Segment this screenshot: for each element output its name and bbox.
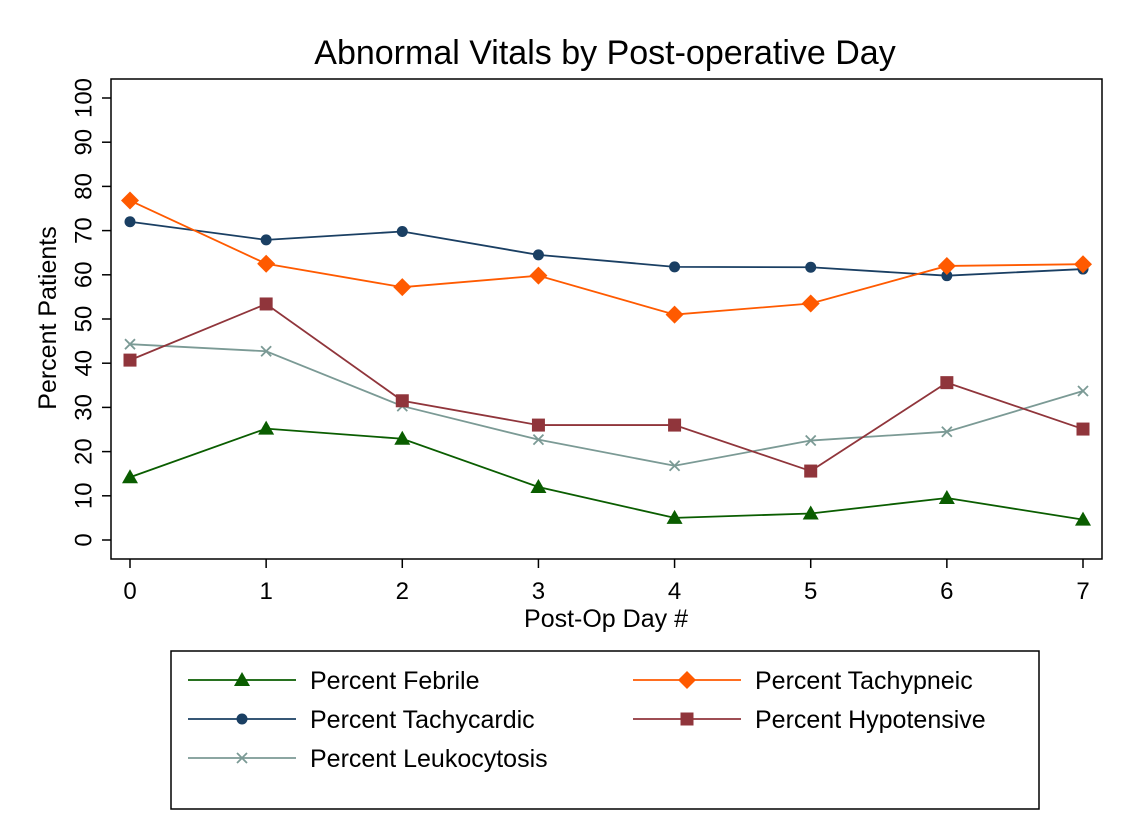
legend-item: Percent Tachypneic (633, 667, 973, 695)
legend-item: Percent Tachycardic (188, 706, 535, 734)
data-point (666, 509, 683, 524)
x-tick-label: 3 (532, 578, 545, 605)
x-tick-label: 5 (804, 578, 817, 605)
series-percent-hypotensive (123, 297, 1090, 478)
data-point (529, 266, 548, 285)
y-tick-label: 60 (71, 261, 98, 288)
y-tick-label: 30 (71, 394, 98, 421)
x-tick-label: 4 (668, 578, 681, 605)
legend-marker (236, 713, 248, 725)
y-tick-label: 0 (71, 533, 98, 546)
y-tick-label: 90 (71, 129, 98, 156)
legend-label: Percent Hypotensive (755, 706, 986, 734)
data-point (941, 270, 953, 282)
data-point (259, 297, 273, 311)
data-point (805, 434, 817, 447)
data-point (530, 478, 547, 493)
data-point (1075, 511, 1091, 526)
legend-item: Percent Hypotensive (633, 706, 986, 734)
series-line (129, 427, 1084, 521)
data-point (804, 464, 818, 478)
plot-frame (110, 78, 1103, 560)
legend-item: Percent Leukocytosis (188, 745, 548, 773)
y-tick-label: 40 (71, 350, 98, 377)
y-tick-label: 20 (71, 438, 98, 465)
data-point (260, 345, 272, 357)
data-point (669, 261, 681, 273)
legend-marker (236, 752, 248, 764)
data-point (1077, 385, 1089, 397)
x-tick-label: 2 (396, 578, 409, 605)
data-point (665, 305, 684, 324)
legend-marker (234, 672, 250, 686)
y-tick-label: 80 (71, 173, 98, 200)
legend-label: Percent Tachycardic (310, 706, 535, 734)
legend (170, 650, 1040, 810)
x-tick-label: 1 (259, 578, 272, 605)
x-tick-label: 6 (940, 578, 953, 605)
legend-label: Percent Febrile (310, 667, 480, 695)
series-line (129, 343, 1084, 467)
y-tick-label: 10 (71, 482, 98, 509)
data-point (805, 261, 817, 273)
x-tick-label: 7 (1076, 578, 1089, 605)
series-percent-febrile (122, 420, 1091, 526)
y-axis-label: Percent Patients (34, 226, 62, 409)
data-point (940, 376, 954, 390)
data-point (937, 256, 956, 275)
data-point (1074, 255, 1092, 274)
series-line (129, 220, 1084, 277)
y-axis: 0 10 20 30 40 50 60 70 80 90 100 (71, 78, 111, 547)
y-tick-label: 70 (71, 217, 98, 244)
data-point (668, 460, 681, 472)
x-axis-label: Post-Op Day # (524, 605, 688, 633)
series-line (129, 302, 1084, 473)
data-point (121, 191, 139, 210)
legend-marker (678, 671, 696, 689)
series-percent-tachycardic (124, 216, 1089, 282)
legend-item: Percent Febrile (188, 667, 480, 695)
data-point (257, 254, 276, 273)
data-point (531, 418, 545, 432)
data-point (396, 225, 408, 237)
series-percent-leukocytosis (124, 338, 1089, 472)
data-point (394, 430, 411, 445)
data-point (802, 505, 819, 520)
data-point (532, 249, 544, 261)
data-point (1076, 422, 1090, 436)
y-tick-label: 100 (71, 78, 98, 118)
data-point (393, 278, 412, 297)
series-line (129, 199, 1084, 316)
series-layer (121, 191, 1092, 526)
legend-label: Percent Tachypneic (755, 667, 973, 695)
data-point (941, 426, 953, 438)
data-point (938, 490, 955, 505)
legend-marker (680, 712, 694, 726)
series-percent-tachypneic (121, 191, 1092, 324)
data-point (801, 294, 820, 313)
data-point (260, 234, 272, 246)
data-point (532, 434, 545, 446)
data-point (123, 353, 137, 367)
data-point (124, 338, 136, 350)
x-axis: 0 1 2 3 4 5 6 7 (123, 559, 1090, 605)
chart-title: Abnormal Vitals by Post-operative Day (314, 34, 895, 72)
data-point (124, 216, 136, 228)
x-tick-label: 0 (123, 578, 136, 605)
data-point (395, 394, 409, 408)
data-point (668, 418, 682, 432)
data-point (258, 420, 275, 435)
y-tick-label: 50 (71, 306, 98, 333)
legend-label: Percent Leukocytosis (310, 745, 548, 773)
legend-entries: Percent Febrile Percent Tachypneic Percent… (188, 667, 986, 773)
data-point (122, 469, 138, 484)
